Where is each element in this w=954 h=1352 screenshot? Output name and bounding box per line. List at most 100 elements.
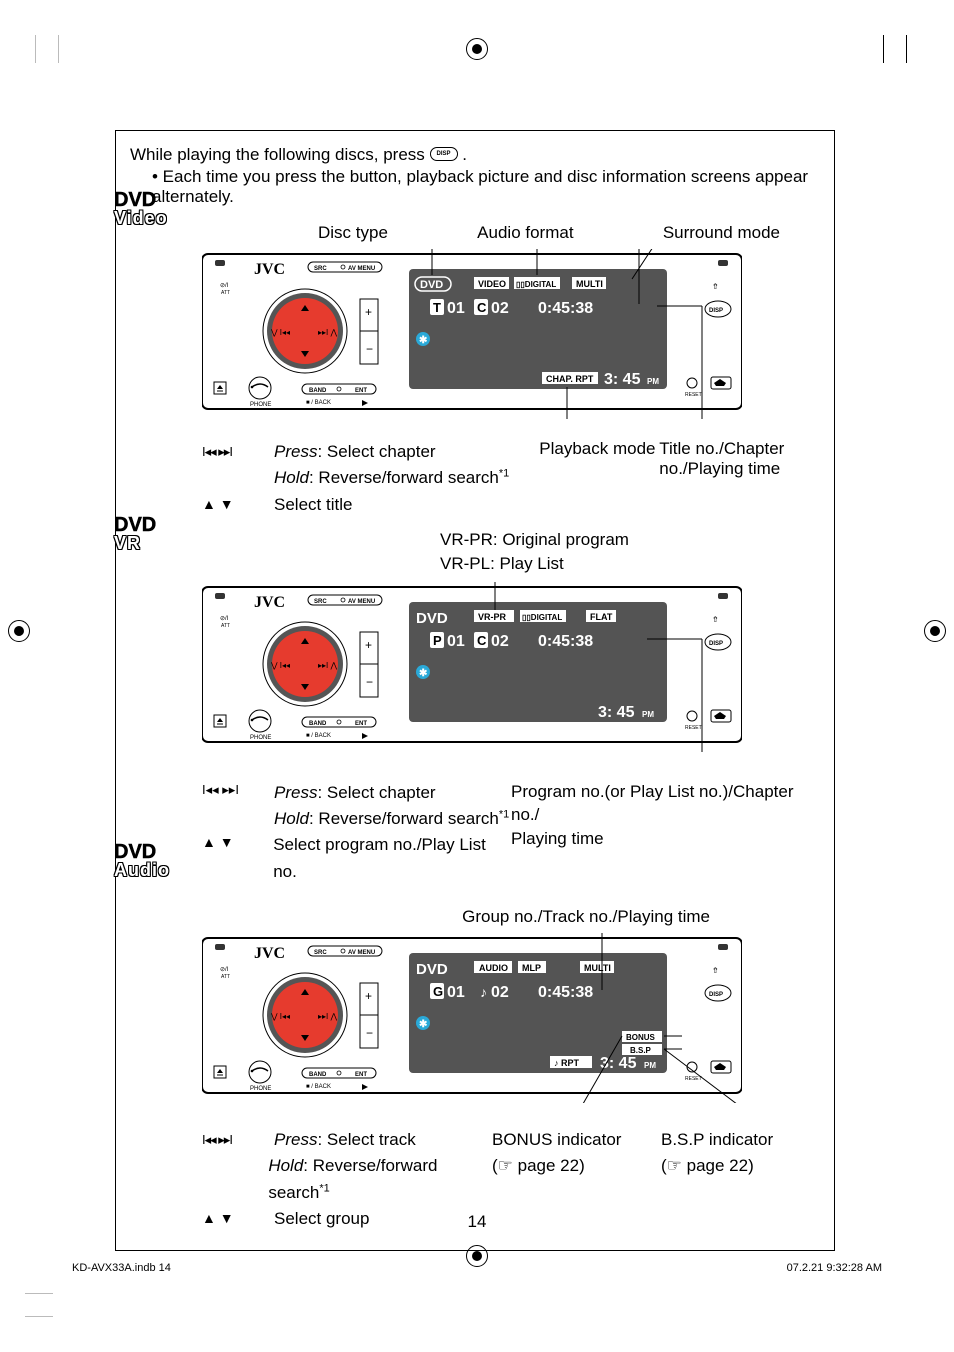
svg-text:DISP: DISP (709, 308, 723, 314)
svg-text:VIDEO: VIDEO (478, 279, 506, 289)
unit-1-svg: JVC SRC AV MENU ⊘/I ATT ⋁ I◂◂ ▸▸I ⋀ + − (202, 249, 742, 419)
svg-text:02: 02 (491, 300, 509, 317)
playback-mode-caption: Playback mode (539, 439, 655, 459)
svg-text:−: − (366, 1026, 373, 1040)
svg-text:SRC: SRC (314, 950, 327, 956)
svg-text:⊘/I: ⊘/I (220, 967, 229, 973)
svg-text:ENT: ENT (355, 388, 367, 394)
updown-icons-2: ▲ ▼ (202, 832, 263, 885)
svg-text:JVC: JVC (254, 945, 285, 962)
svg-text:−: − (366, 675, 373, 689)
svg-text:⋁ I◂◂: ⋁ I◂◂ (270, 328, 290, 337)
controls-1: I◂◂ ▸▸I Press: Select chapter Hold: Reve… (202, 439, 509, 518)
unit-3-wrap: JVC SRC AV MENU ⊘/I ATT ⋁ I◂◂ ▸▸I ⋀ + − (202, 933, 820, 1103)
svg-text:P: P (433, 633, 442, 648)
title-info-caption: Title no./Chapter no./Playing time (659, 439, 820, 479)
skip-icons: I◂◂ ▸▸I (202, 439, 264, 465)
svg-text:ATT: ATT (221, 290, 230, 296)
svg-text:BAND: BAND (309, 1072, 327, 1078)
intro-pre: While playing the following discs, press (130, 145, 430, 164)
svg-text:3: 45: 3: 45 (600, 1055, 637, 1072)
svg-text:01: 01 (447, 300, 465, 317)
svg-text:DVD: DVD (420, 279, 443, 291)
updown-text: Select title (274, 492, 352, 518)
svg-text:PM: PM (642, 710, 654, 719)
svg-text:RESET: RESET (685, 392, 702, 398)
caption-2-text: Program no.(or Play List no.)/Chapter no… (511, 782, 794, 849)
svg-text:■ / BACK: ■ / BACK (306, 733, 331, 739)
footer-right: 07.2.21 9:32:28 AM (787, 1262, 882, 1274)
skip-icons-2: I◂◂ ▸▸I (202, 780, 264, 806)
label-surround-mode: Surround mode (663, 223, 780, 243)
svg-text:ENT: ENT (355, 721, 367, 727)
svg-text:BAND: BAND (309, 388, 327, 394)
svg-text:✱: ✱ (419, 1019, 428, 1030)
svg-text:ATT: ATT (221, 623, 230, 629)
svg-text:▯▯DIGITAL: ▯▯DIGITAL (516, 280, 556, 289)
svg-text:JVC: JVC (254, 594, 285, 611)
svg-text:B.S.P: B.S.P (630, 1046, 652, 1055)
hold-label: Hold (274, 468, 309, 487)
svg-text:PHONE: PHONE (250, 735, 271, 741)
svg-text:✱: ✱ (419, 668, 428, 679)
vr-note: VR-PR: Original program VR-PL: Play List (440, 528, 820, 576)
svg-text:01: 01 (447, 984, 465, 1001)
svg-text:C: C (477, 300, 487, 315)
svg-text:02: 02 (491, 984, 509, 1001)
controls-2: I◂◂ ▸▸I Press: Select chapter Hold: Reve… (202, 780, 511, 885)
svg-text:CHAP. RPT: CHAP. RPT (546, 374, 594, 384)
svg-text:BAND: BAND (309, 721, 327, 727)
badge-video: Video (114, 210, 180, 227)
main-content-box: While playing the following discs, press… (115, 130, 835, 1251)
svg-text:✱: ✱ (419, 335, 428, 346)
svg-text:PM: PM (647, 377, 659, 386)
svg-text:♪ RPT: ♪ RPT (554, 1058, 580, 1068)
svg-text:0:45:38: 0:45:38 (538, 633, 593, 650)
hold-text: : Reverse/forward search (309, 468, 499, 487)
press-label: Press (274, 442, 317, 461)
svg-text:BONUS: BONUS (626, 1033, 656, 1042)
svg-text:MLP: MLP (522, 963, 541, 973)
svg-text:AV MENU: AV MENU (348, 266, 375, 272)
dvd-video-badge: DVD Video (114, 191, 180, 233)
intro-post: . (462, 145, 467, 164)
reg-mark-right (924, 620, 946, 642)
jvc-logo: JVC (254, 261, 285, 278)
svg-text:T: T (433, 300, 441, 315)
svg-text:MULTI: MULTI (584, 963, 611, 973)
svg-text:02: 02 (491, 633, 509, 650)
svg-text:▸▸I ⋀: ▸▸I ⋀ (318, 328, 337, 337)
footer-left: KD-AVX33A.indb 14 (72, 1262, 171, 1274)
unit-2-wrap: JVC SRC AV MENU ⊘/I ATT ⋁ I◂◂ ▸▸I ⋀ + − (202, 582, 820, 752)
svg-text:♪: ♪ (480, 984, 487, 1000)
svg-text:FLAT: FLAT (590, 612, 613, 622)
svg-text:DISP: DISP (709, 992, 723, 998)
dvd-audio-badge: DVD Audio (114, 843, 180, 885)
svg-text:AV MENU: AV MENU (348, 950, 375, 956)
svg-text:RESET: RESET (685, 1076, 702, 1082)
updown-icons: ▲ ▼ (202, 492, 264, 518)
disp-icon: DISP (430, 147, 458, 161)
svg-text:⋁ I◂◂: ⋁ I◂◂ (270, 1012, 290, 1021)
svg-text:DVD: DVD (416, 610, 448, 627)
svg-text:G: G (433, 984, 443, 999)
svg-text:PM: PM (644, 1061, 656, 1070)
svg-text:AUDIO: AUDIO (479, 963, 508, 973)
svg-text:⇮: ⇮ (712, 615, 719, 624)
svg-text:+: + (365, 989, 372, 1003)
svg-text:⋁ I◂◂: ⋁ I◂◂ (270, 661, 290, 670)
svg-text:ATT: ATT (221, 974, 230, 980)
unit-3-svg: JVC SRC AV MENU ⊘/I ATT ⋁ I◂◂ ▸▸I ⋀ + − (202, 933, 742, 1103)
svg-text:▸▸I ⋀: ▸▸I ⋀ (318, 661, 337, 670)
svg-text:DVD: DVD (416, 961, 448, 978)
reg-mark-top (466, 38, 488, 60)
unit-2-svg: JVC SRC AV MENU ⊘/I ATT ⋁ I◂◂ ▸▸I ⋀ + − (202, 582, 742, 752)
svg-text:0:45:38: 0:45:38 (538, 300, 593, 317)
svg-text:+: + (365, 638, 372, 652)
vr-note-l1: VR-PR: Original program (440, 528, 820, 552)
svg-text:PHONE: PHONE (250, 1086, 271, 1092)
svg-text:⇮: ⇮ (712, 966, 719, 975)
svg-text:+: + (365, 305, 372, 319)
top-labels-row: Disc type Audio format Surround mode (318, 223, 780, 243)
svg-text:3: 45: 3: 45 (604, 371, 641, 388)
